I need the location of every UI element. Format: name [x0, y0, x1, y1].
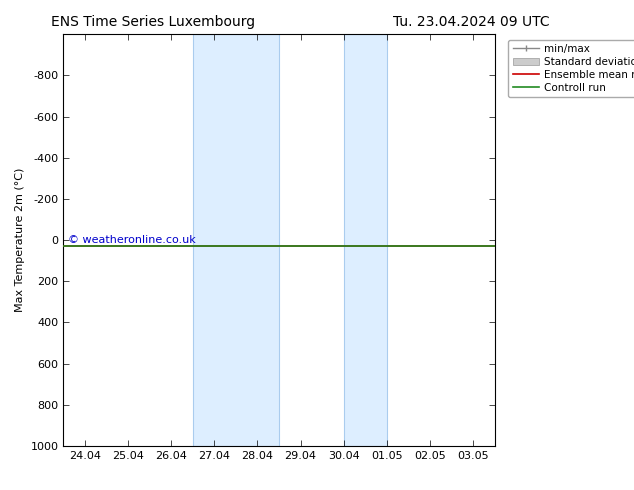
Text: Tu. 23.04.2024 09 UTC: Tu. 23.04.2024 09 UTC: [393, 15, 550, 29]
Text: ENS Time Series Luxembourg: ENS Time Series Luxembourg: [51, 15, 255, 29]
Y-axis label: Max Temperature 2m (°C): Max Temperature 2m (°C): [15, 168, 25, 312]
Bar: [193, 34, 279, 446]
Bar: [344, 34, 387, 446]
Legend: min/max, Standard deviation, Ensemble mean run, Controll run: min/max, Standard deviation, Ensemble me…: [508, 40, 634, 97]
Text: © weatheronline.co.uk: © weatheronline.co.uk: [68, 235, 195, 245]
